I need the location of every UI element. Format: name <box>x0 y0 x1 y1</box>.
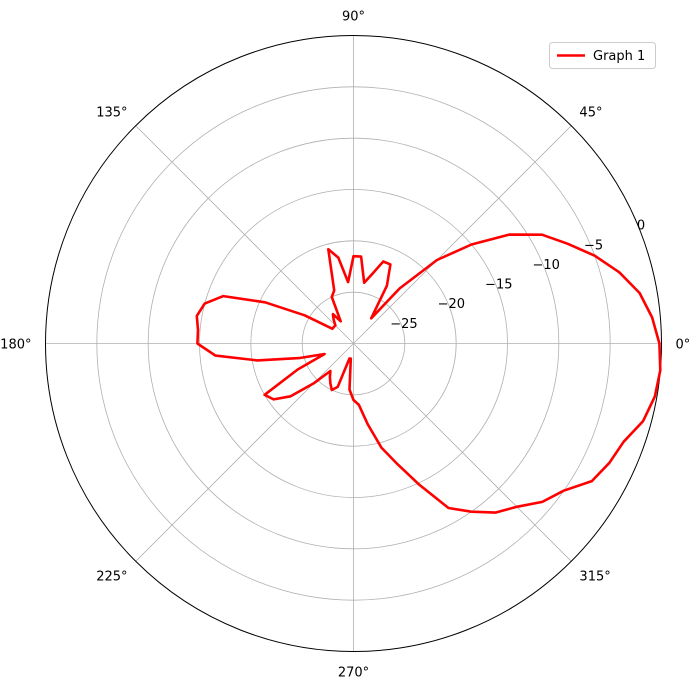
r-tick-label: 0 <box>637 219 645 234</box>
theta-grid-line <box>353 125 572 344</box>
series-layer <box>195 233 662 514</box>
r-tick-label: −15 <box>485 278 512 293</box>
series-line-1 <box>195 233 662 514</box>
r-tick-label: −5 <box>584 238 603 253</box>
legend: Graph 1 <box>549 42 656 69</box>
theta-tick-label: 270° <box>338 666 369 681</box>
theta-tick-label: 135° <box>96 106 127 121</box>
theta-tick-label: 315° <box>579 569 610 584</box>
legend-label: Graph 1 <box>593 49 645 64</box>
legend-box <box>549 42 656 69</box>
label-layer: 0° 45° 90° 135° 180° 225° 270° 315° −25 −20 −15 −10… <box>0 10 690 681</box>
r-tick-label: −10 <box>532 258 559 273</box>
theta-tick-label: 225° <box>96 569 127 584</box>
theta-tick-label: 0° <box>676 338 691 353</box>
theta-tick-label: 180° <box>0 338 31 353</box>
theta-tick-label: 45° <box>579 106 602 121</box>
grid-layer <box>45 35 662 652</box>
theta-grid-line <box>353 343 572 562</box>
polar-frame <box>45 35 662 652</box>
theta-grid-line <box>135 125 354 344</box>
theta-tick-label: 90° <box>342 10 365 25</box>
r-tick-label: −20 <box>438 297 465 312</box>
theta-grid-line <box>135 343 354 562</box>
r-tick-label: −25 <box>390 317 417 332</box>
